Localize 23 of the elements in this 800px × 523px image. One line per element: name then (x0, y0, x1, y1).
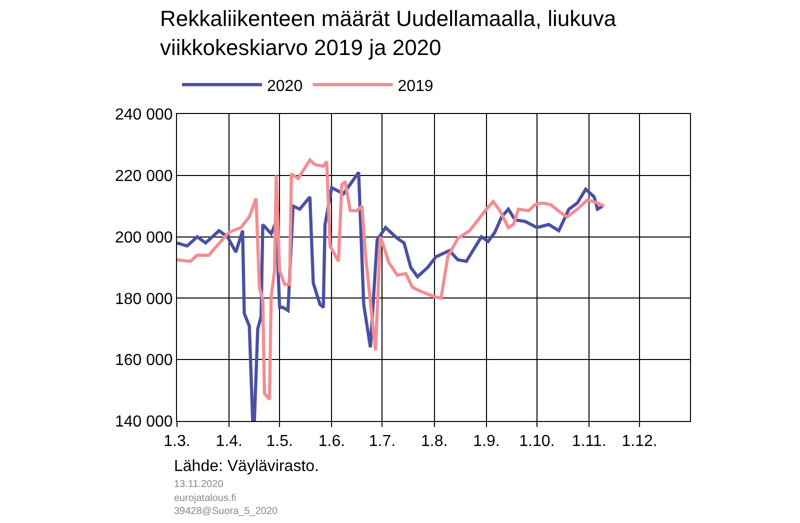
y-tick-label: 140 000 (114, 414, 173, 431)
x-tick-label: 1.7. (368, 433, 396, 450)
x-tick-label: 1.3. (164, 433, 190, 450)
y-tick-label: 160 000 (114, 352, 173, 370)
y-tick-label: 200 000 (114, 229, 173, 246)
x-tick-label: 1.10. (519, 433, 555, 450)
y-tick-label: 220 000 (114, 168, 173, 185)
legend-label: 2019 (398, 78, 434, 95)
x-tick-label: 1.5. (266, 433, 293, 450)
text: eurojatalous.fi (174, 493, 236, 504)
text: 13.11.2020 (174, 479, 224, 490)
x-tick-label: 1.4. (216, 433, 242, 450)
x-tick-label: 1.9. (473, 433, 500, 450)
x-tick-label: 1.8. (420, 433, 448, 450)
x-tick-label: 1.6. (318, 433, 346, 450)
legend-label: 2020 (267, 78, 303, 95)
x-tick-label: 1.11. (572, 433, 606, 450)
y-tick-label: 240 000 (114, 106, 173, 124)
x-tick-label: 1.12. (622, 433, 658, 450)
text: 39428@Suora_5_2020 (174, 506, 278, 517)
y-tick-label: 180 000 (114, 290, 173, 308)
chart-title: Rekkaliikenteen määrät Uudellamaalla, liukuva viikkokeskiarvo 2019 ja 2020 (160, 6, 617, 60)
text: Lähde: Väylävirasto. (174, 458, 319, 475)
